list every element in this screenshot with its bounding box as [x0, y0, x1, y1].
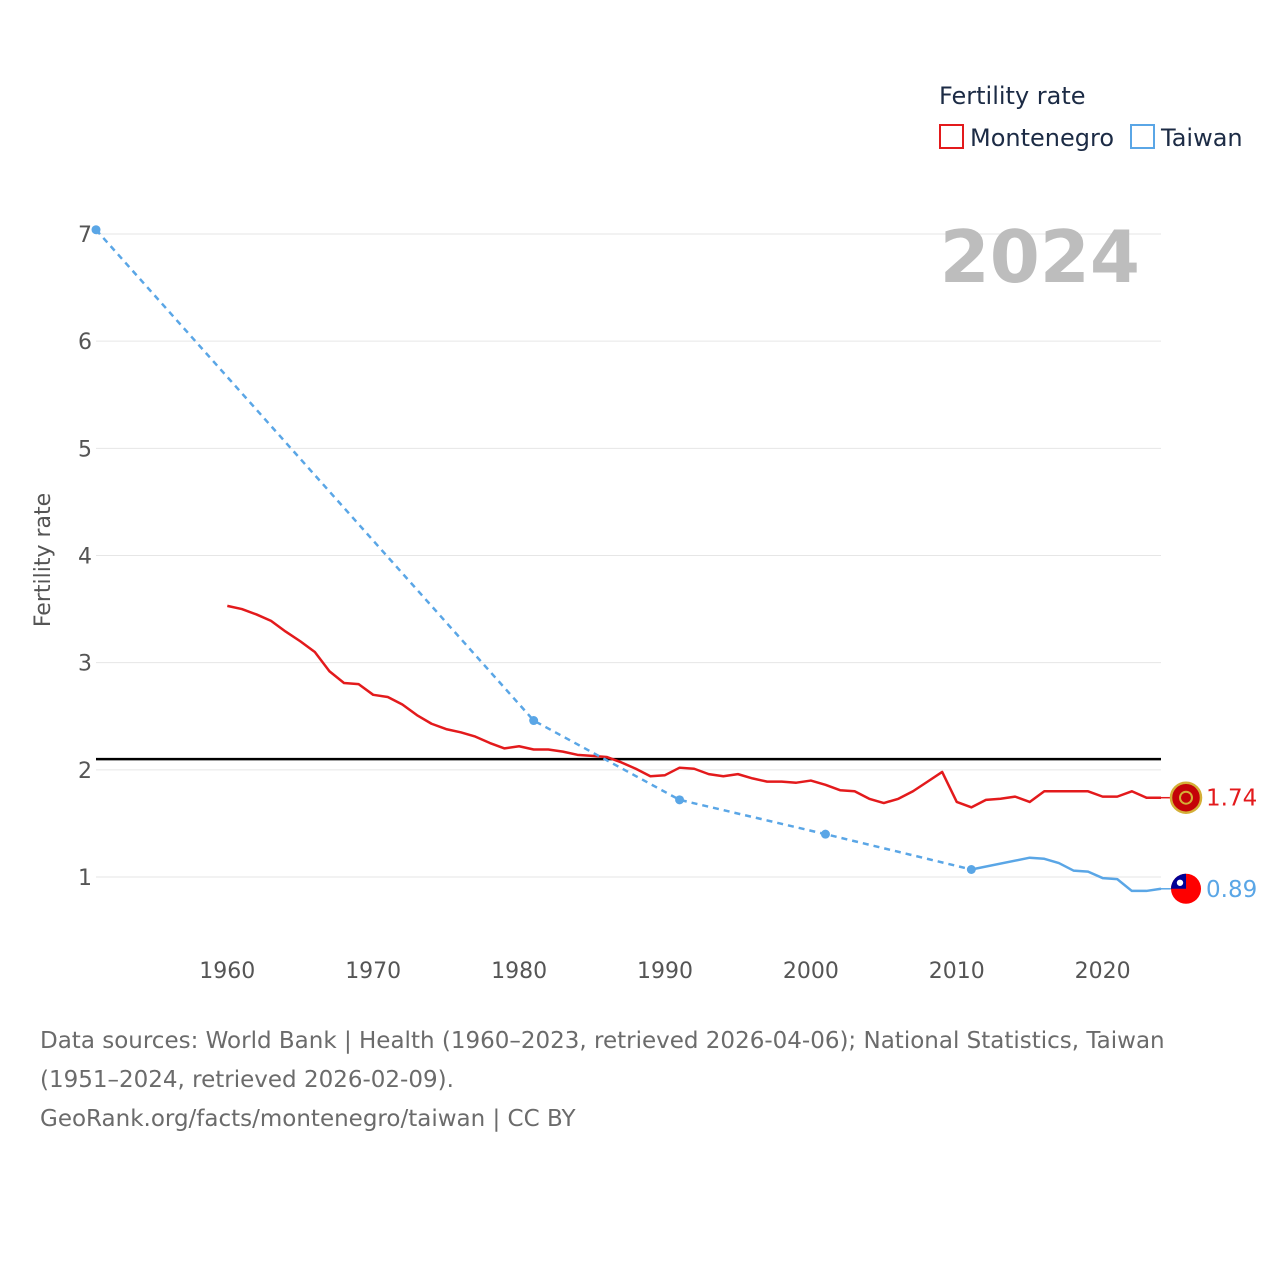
fertility-chart: 1 2 3 4 5 6 7 1960 1970 1980 1990 2000 2010 2020 Fer… [31, 82, 1257, 984]
end-markers: 1.74 0.89 [1161, 781, 1257, 904]
legend-item-taiwan[interactable]: Taiwan [1130, 124, 1243, 152]
taiwan-point-1991 [675, 795, 685, 805]
x-axis-ticks: 1960 1970 1980 1990 2000 2010 2020 [199, 959, 1130, 984]
series-layer [91, 225, 1162, 893]
data-sources-note: Data sources: World Bank | Health (1960–… [40, 1028, 1165, 1093]
montenegro-emblem-icon [1179, 790, 1193, 805]
year-overlay: 2024 [940, 215, 1140, 299]
series-line-taiwan-solid [971, 856, 1162, 893]
legend-label-montenegro: Montenegro [970, 124, 1114, 152]
y-tick-label-5: 5 [78, 437, 92, 462]
legend-item-montenegro[interactable]: Montenegro [939, 124, 1114, 152]
legend-swatch-taiwan [1130, 124, 1155, 149]
taiwan-point-1981 [529, 716, 539, 726]
taiwan-point-1951 [91, 225, 101, 235]
y-tick-label-7: 7 [78, 223, 92, 248]
legend-label-taiwan: Taiwan [1160, 124, 1243, 152]
taiwan-sun-icon [1176, 879, 1184, 886]
y-tick-label-4: 4 [78, 545, 92, 570]
y-axis-ticks: 1 2 3 4 5 6 7 [78, 223, 92, 891]
x-tick-label-1970: 1970 [345, 959, 401, 984]
y-tick-label-3: 3 [78, 652, 92, 677]
source-link[interactable]: GeoRank.org/facts/montenegro/taiwan | CC… [40, 1106, 576, 1132]
x-tick-label-2020: 2020 [1075, 959, 1131, 984]
montenegro-flag-icon [1169, 781, 1203, 814]
x-tick-label-2010: 2010 [929, 959, 985, 984]
y-axis-title: Fertility rate [31, 493, 56, 627]
taiwan-point-2001 [820, 829, 830, 839]
series-line-taiwan-dashed [95, 228, 972, 871]
y-tick-label-6: 6 [78, 330, 92, 355]
end-label-taiwan: 0.89 [1206, 877, 1257, 903]
y-tick-label-1: 1 [78, 866, 92, 891]
legend: Fertility rate Montenegro Taiwan [939, 82, 1243, 152]
grid-lines [96, 233, 1161, 878]
footer: Data sources: World Bank | Health (1960–… [40, 1022, 1250, 1139]
series-line-montenegro [227, 604, 1161, 809]
legend-title: Fertility rate [939, 82, 1086, 110]
x-tick-label-1990: 1990 [637, 959, 693, 984]
y-tick-label-2: 2 [78, 759, 92, 784]
x-tick-label-2000: 2000 [783, 959, 839, 984]
x-tick-label-1960: 1960 [199, 959, 255, 984]
legend-swatch-montenegro [939, 124, 964, 149]
end-label-montenegro: 1.74 [1206, 786, 1257, 812]
taiwan-point-2011 [966, 864, 976, 874]
x-tick-label-1980: 1980 [491, 959, 547, 984]
